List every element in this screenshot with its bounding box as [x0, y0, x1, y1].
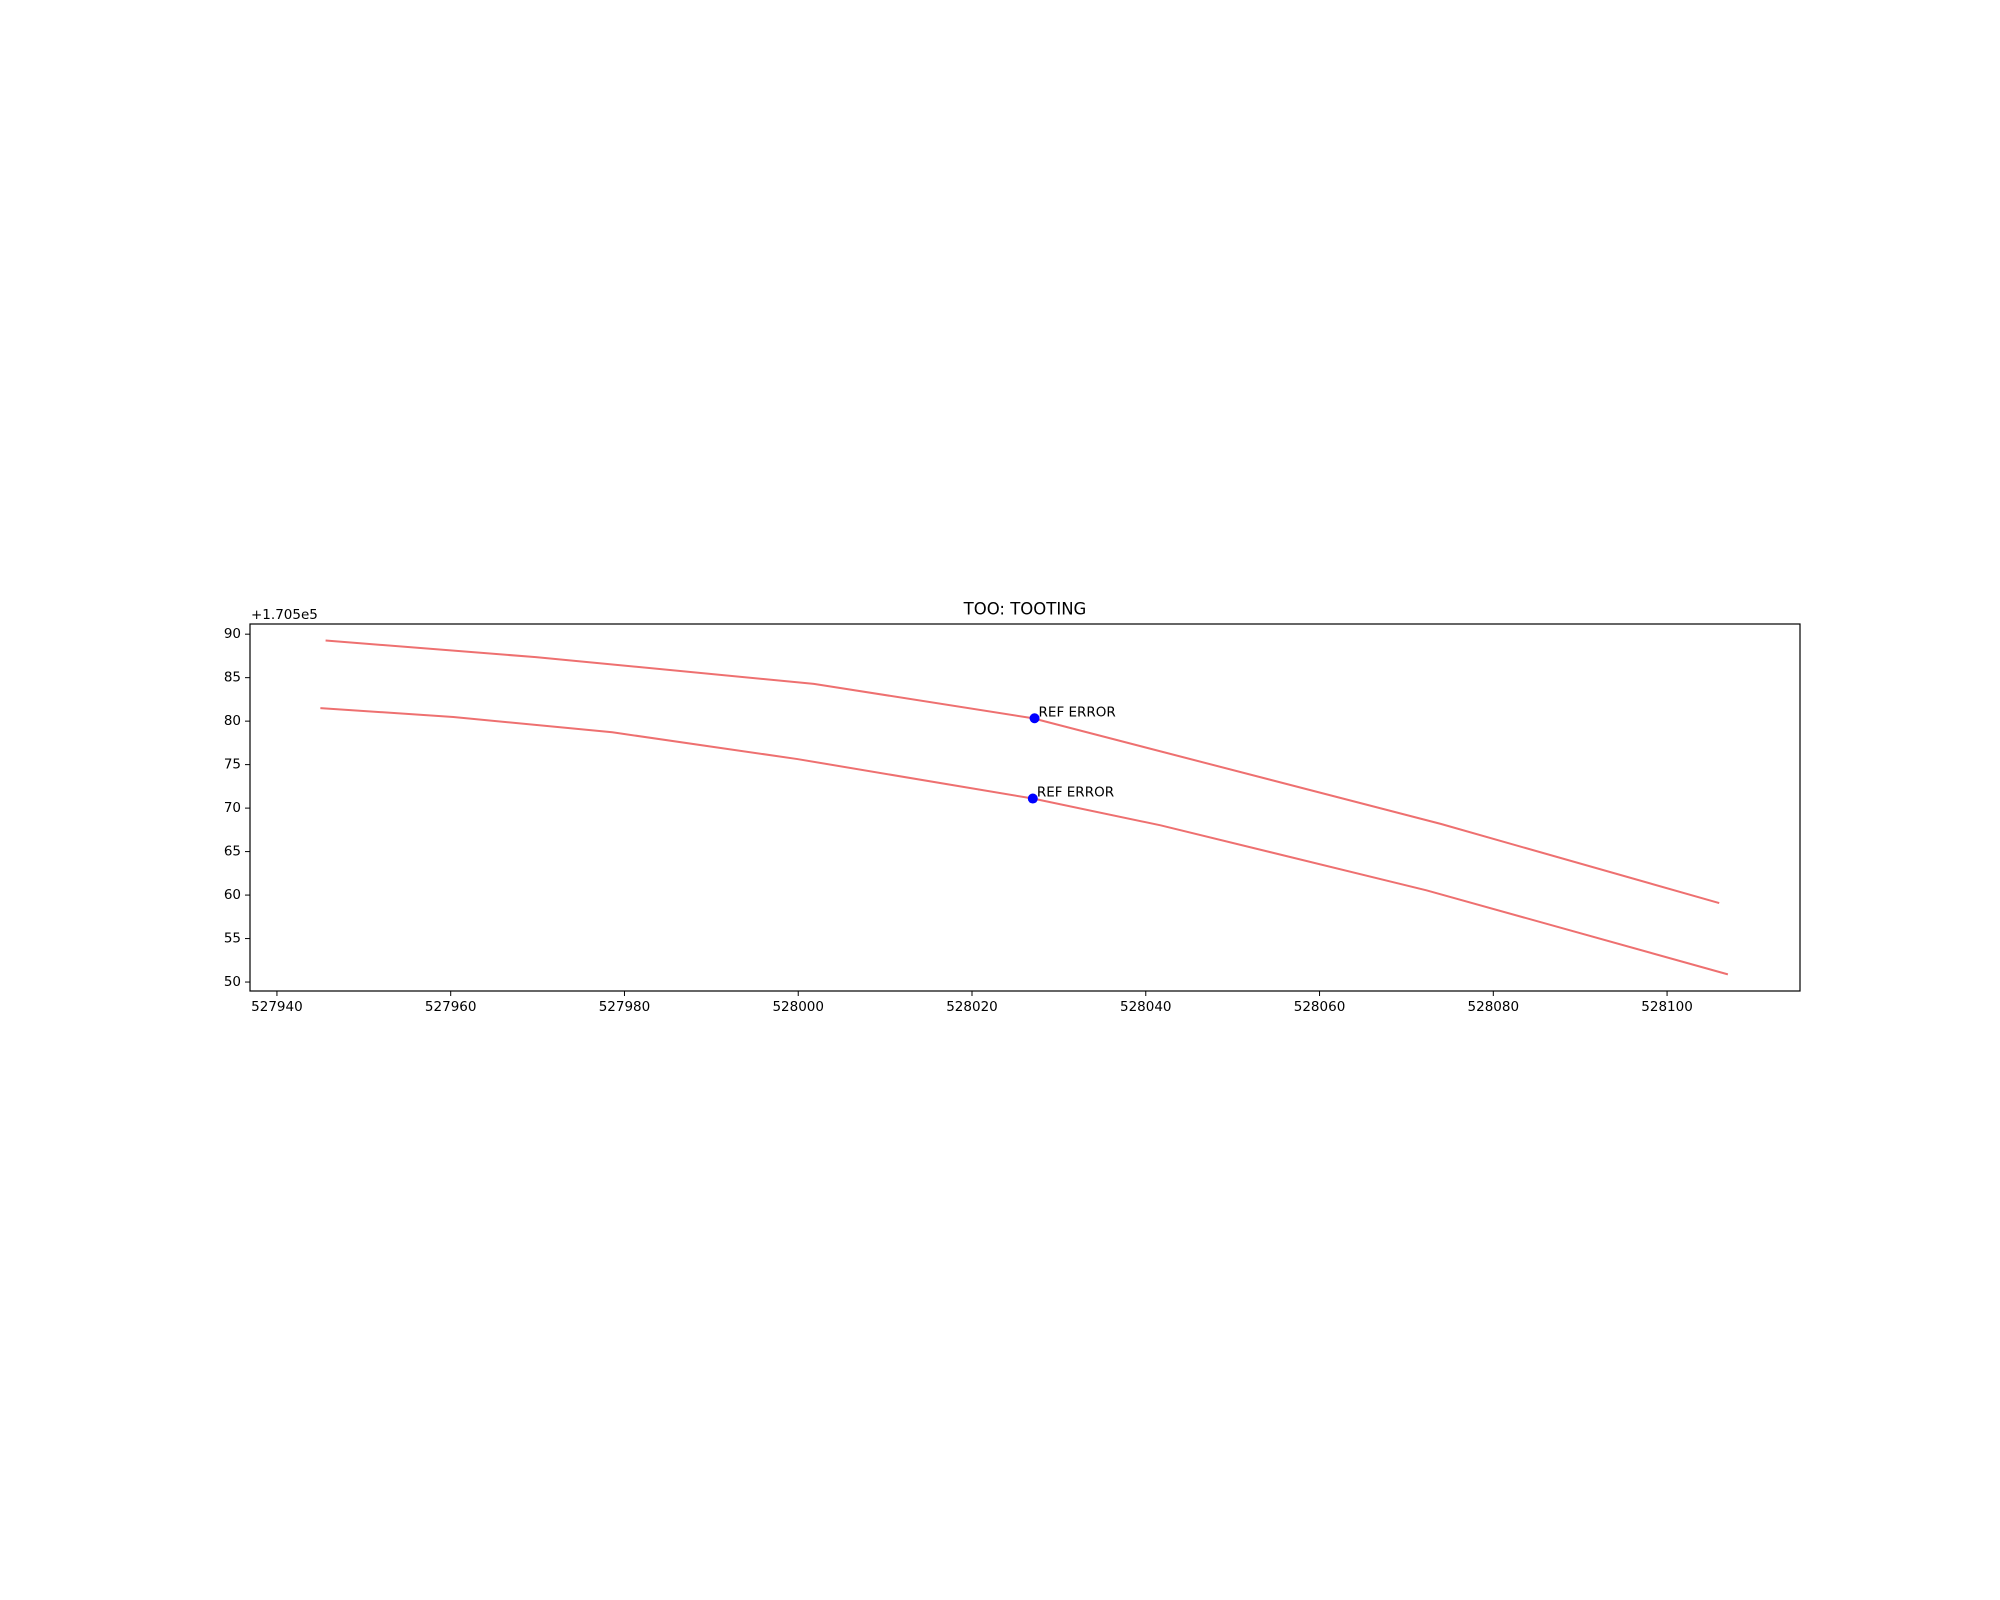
y-tick-label: 70 — [224, 800, 241, 816]
y-tick-label: 90 — [224, 626, 241, 642]
x-tick-label: 528000 — [772, 999, 824, 1015]
point — [1029, 713, 1040, 724]
x-tick-label: 527940 — [251, 999, 303, 1015]
x-tick-label: 528020 — [946, 999, 998, 1015]
line-series — [320, 707, 1729, 976]
y-tick-label: 65 — [224, 844, 241, 860]
x-tick-label: 528100 — [1641, 999, 1693, 1015]
point — [1027, 793, 1038, 804]
y-tick-label: 60 — [224, 887, 241, 903]
chart-title: TOO: TOOTING — [963, 600, 1087, 619]
y-tick-label: 85 — [224, 670, 241, 686]
y-tick-label: 55 — [224, 931, 241, 947]
plot-frame — [249, 623, 1801, 992]
x-tick-label: 528040 — [1120, 999, 1172, 1015]
x-tick-label: 527980 — [599, 999, 651, 1015]
point-label: REF ERROR — [1039, 704, 1116, 720]
x-tick-label: 527960 — [425, 999, 477, 1015]
y-tick-label: 80 — [224, 713, 241, 729]
x-tick-label: 528080 — [1468, 999, 1520, 1015]
x-tick-label: 528060 — [1294, 999, 1346, 1015]
y-tick-label: 50 — [224, 974, 241, 990]
y-offset-label: +1.705e5 — [251, 607, 318, 623]
line-series — [325, 639, 1720, 905]
y-tick-label: 75 — [224, 757, 241, 773]
point-label: REF ERROR — [1037, 785, 1114, 801]
